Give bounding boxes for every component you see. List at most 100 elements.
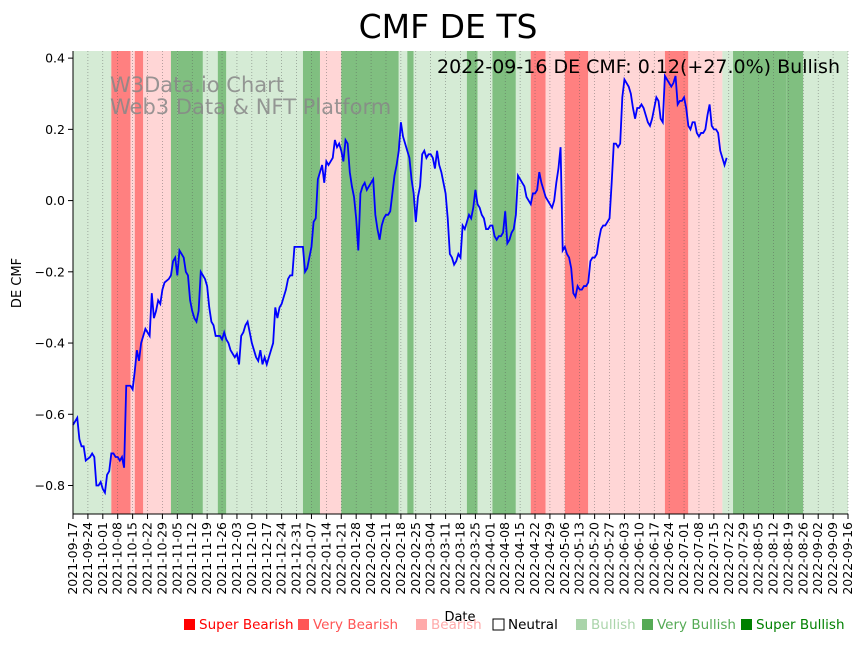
regime-band-bullish (73, 51, 112, 514)
y-tick-label: 0.2 (45, 122, 65, 137)
y-axis-label: DE CMF (10, 258, 25, 308)
watermark-line-1: W3Data.io Chart (110, 73, 284, 97)
x-tick-label: 2021-10-08 (110, 522, 125, 595)
x-tick-label: 2021-09-17 (65, 522, 80, 595)
regime-band-bullish (202, 51, 218, 514)
regime-band-bearish (143, 51, 171, 514)
y-tick-label: −0.4 (35, 336, 65, 351)
x-tick-label: 2022-07-15 (706, 522, 721, 595)
regime-band-very_bullish (492, 51, 516, 514)
x-tick-label: 2021-10-29 (154, 522, 169, 595)
regime-band-very_bearish (530, 51, 546, 514)
x-tick-label: 2021-12-03 (229, 522, 244, 595)
x-tick-label: 2022-05-20 (587, 522, 602, 595)
x-tick-label: 2021-11-26 (214, 522, 229, 595)
x-tick-label: 2021-11-05 (169, 522, 184, 595)
watermark-line-2: Web3 Data & NFT Platform (110, 95, 391, 119)
x-tick-label: 2022-05-13 (572, 522, 587, 595)
legend-label: Super Bearish (199, 617, 294, 633)
regime-band-very_bullish (733, 51, 787, 514)
x-tick-label: 2022-02-18 (393, 522, 408, 595)
x-tick-label: 2021-12-31 (289, 522, 304, 595)
x-tick-label: 2022-07-29 (736, 522, 751, 595)
x-tick-label: 2022-03-04 (423, 522, 438, 595)
x-tick-label: 2022-09-16 (840, 522, 855, 595)
legend-label: Bearish (431, 617, 482, 633)
x-tick-label: 2021-11-12 (184, 522, 199, 595)
regime-band-bearish (319, 51, 342, 514)
x-tick-label: 2021-10-15 (125, 522, 140, 595)
x-tick-label: 2022-08-26 (795, 522, 810, 595)
legend-swatch (576, 619, 587, 630)
x-tick-label: 2022-04-01 (482, 522, 497, 595)
regime-band-bullish (515, 51, 531, 514)
vertical-grid (72, 51, 849, 514)
legend-label: Very Bearish (313, 617, 398, 633)
y-ticks: 0.4 0.2 0.0 −0.2 −0.4 −0.6 −0.8 (35, 51, 73, 493)
x-tick-label: 2022-07-22 (721, 522, 736, 595)
x-tick-label: 2022-06-17 (646, 522, 661, 595)
x-tick-label: 2022-08-19 (780, 522, 795, 595)
x-tick-label: 2022-01-14 (318, 522, 333, 595)
x-tick-label: 2021-12-10 (244, 522, 259, 595)
regime-band-bullish (803, 51, 848, 514)
regime-band-bullish (477, 51, 493, 514)
x-tick-label: 2021-11-19 (199, 522, 214, 595)
x-tick-label: 2022-03-25 (467, 522, 482, 595)
regime-band-bearish (588, 51, 665, 514)
x-tick-label: 2022-07-01 (676, 522, 691, 595)
legend-swatch (741, 619, 752, 630)
x-tick-label: 2022-04-08 (497, 522, 512, 595)
legend-swatch (298, 619, 309, 630)
legend-swatch (184, 619, 195, 630)
x-tick-label: 2021-12-24 (274, 522, 289, 595)
x-tick-label: 2022-01-07 (303, 522, 318, 595)
legend-swatch (642, 619, 653, 630)
regime-band-very_bullish (786, 51, 804, 514)
legend-label: Bullish (591, 617, 636, 633)
x-tick-label: 2022-04-29 (542, 522, 557, 595)
legend-label: Neutral (508, 617, 558, 633)
x-tick-label: 2022-01-21 (333, 522, 348, 595)
x-tick-label: 2021-10-22 (140, 522, 155, 595)
x-tick-label: 2022-02-04 (363, 522, 378, 595)
regime-band-bearish (545, 51, 565, 514)
x-tick-label: 2022-05-27 (602, 522, 617, 595)
regime-band-bearish (688, 51, 723, 514)
x-tick-label: 2022-05-06 (557, 522, 572, 595)
x-tick-label: 2022-09-02 (810, 522, 825, 595)
x-tick-label: 2021-10-01 (95, 522, 110, 595)
x-tick-label: 2022-02-11 (378, 522, 393, 595)
x-tick-label: 2022-02-25 (408, 522, 423, 595)
regime-band-very_bullish (170, 51, 178, 514)
regime-band-very_bullish (407, 51, 414, 514)
regime-band-bullish (413, 51, 467, 514)
x-tick-label: 2021-12-17 (259, 522, 274, 595)
x-tick-label: 2022-07-08 (691, 522, 706, 595)
y-tick-label: 0.0 (45, 193, 65, 208)
regime-band-very_bullish (341, 51, 399, 514)
legend-swatch (492, 618, 505, 631)
chart-title: CMF DE TS (359, 7, 538, 46)
y-tick-label: −0.2 (35, 264, 65, 279)
y-tick-label: −0.8 (35, 478, 65, 493)
regime-band-very_bearish (134, 51, 144, 514)
x-tick-label: 2022-06-24 (661, 522, 676, 595)
x-axis-label: Date (444, 610, 475, 625)
legend-label: Very Bullish (657, 617, 736, 633)
regime-band-bullish (398, 51, 408, 514)
x-tick-label: 2021-09-24 (80, 522, 95, 595)
legend: Super Bearish Very Bearish Bearish Neutral B… (184, 617, 845, 633)
x-tick-label: 2022-01-28 (348, 522, 363, 595)
regime-band-bullish (226, 51, 303, 514)
legend-swatch (416, 619, 427, 630)
x-tick-label: 2022-03-11 (438, 522, 453, 595)
regime-band-very_bearish (111, 51, 131, 514)
regime-band-very_bearish (564, 51, 589, 514)
regime-band-very_bearish (664, 51, 689, 514)
x-tick-label: 2022-08-12 (765, 522, 780, 595)
x-tick-label: 2022-09-09 (825, 522, 840, 595)
regime-band-very_bullish (177, 51, 203, 514)
legend-label: Super Bullish (756, 617, 845, 633)
